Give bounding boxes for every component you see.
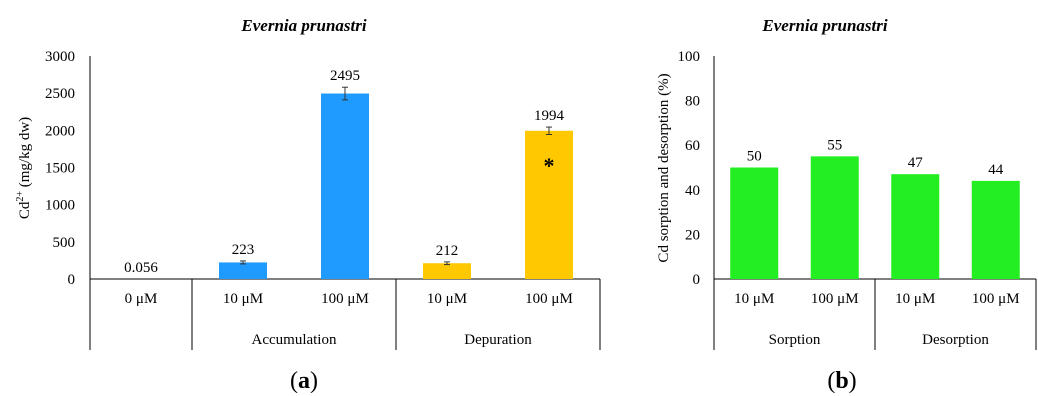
- chart-a-category-label-2: 100 μM: [321, 291, 369, 307]
- chart-b-bar-1: [810, 156, 859, 279]
- chart-b-group-label-1: Desorption: [922, 332, 989, 348]
- chart-a-significance-marker-0: *: [544, 153, 555, 178]
- chart-a-panel-letter: a: [298, 368, 310, 394]
- chart-b-group-label-0: Sorption: [769, 332, 821, 348]
- chart-a-data-label-2: 2495: [330, 68, 360, 84]
- chart-a-y-tick-label: 0: [68, 272, 76, 288]
- chart-a-category-label-4: 100 μM: [525, 291, 573, 307]
- chart-b-bar-3: [971, 180, 1020, 279]
- chart-b-category-label-0: 10 μM: [734, 291, 774, 307]
- chart-b-panel-letter: b: [835, 368, 848, 394]
- chart-b-data-label-1: 55: [827, 137, 842, 153]
- chart-b-panel-label: (b): [827, 368, 856, 394]
- chart-a-y-axis-label-main: Cd: [17, 201, 33, 219]
- chart-a-bar-1: [219, 262, 267, 279]
- chart-a-group-label-2: Depuration: [464, 332, 532, 348]
- chart-b-y-tick-label: 100: [678, 49, 701, 65]
- chart-b-title: Evernia prunastri: [761, 16, 887, 35]
- chart-a-category-label-0: 0 μM: [125, 291, 158, 307]
- chart-b-y-tick-label: 0: [693, 272, 701, 288]
- chart-a-y-tick-label: 2500: [45, 86, 75, 102]
- chart-b-bar-0: [730, 167, 779, 279]
- chart-b-category-label-3: 100 μM: [972, 291, 1020, 307]
- chart-a-y-axis-label: Cd2+ (mg/kg dw): [15, 117, 33, 219]
- chart-a-y-tick-label: 500: [53, 235, 76, 251]
- chart-a-panel-label: (a): [290, 368, 318, 394]
- chart-a-y-axis-label-sup: 2+: [15, 191, 26, 202]
- chart-a-y-tick-label: 1500: [45, 161, 75, 177]
- chart-a-data-label-0: 0.056: [124, 260, 158, 276]
- chart-a-y-tick-label: 3000: [45, 49, 75, 65]
- chart-b-data-label-2: 47: [908, 155, 924, 171]
- chart-a-data-label-1: 223: [232, 242, 255, 258]
- chart-b-data-label-3: 44: [988, 162, 1004, 178]
- chart-a-y-tick-label: 2000: [45, 123, 75, 139]
- chart-b-category-label-2: 10 μM: [895, 291, 935, 307]
- chart-b-y-axis-label: Cd sorption and desorption (%): [656, 73, 672, 262]
- chart-a-bar-3: [423, 263, 471, 279]
- chart-a-data-label-3: 212: [436, 243, 459, 259]
- chart-b-data-label-0: 50: [747, 149, 762, 165]
- chart-a-category-label-3: 10 μM: [427, 291, 467, 307]
- chart-a-bar-4: [525, 130, 573, 279]
- chart-a-group-label-1: Accumulation: [252, 332, 337, 348]
- chart-b-y-tick-label: 80: [685, 94, 700, 110]
- chart-a-y-tick-label: 1000: [45, 198, 75, 214]
- chart-a-data-label-4: 1994: [534, 108, 565, 124]
- chart-a-y-axis-label-rest: (mg/kg dw): [17, 117, 33, 191]
- chart-a-category-label-1: 10 μM: [223, 291, 263, 307]
- chart-b-y-tick-label: 40: [685, 183, 700, 199]
- chart-a-title: Evernia prunastri: [240, 16, 366, 35]
- chart-a-bar-2: [321, 93, 369, 279]
- chart-b-y-tick-label: 60: [685, 138, 700, 154]
- chart-b-category-label-1: 100 μM: [811, 291, 859, 307]
- chart-b-bar-2: [891, 174, 940, 279]
- chart-b-y-tick-label: 20: [685, 227, 700, 243]
